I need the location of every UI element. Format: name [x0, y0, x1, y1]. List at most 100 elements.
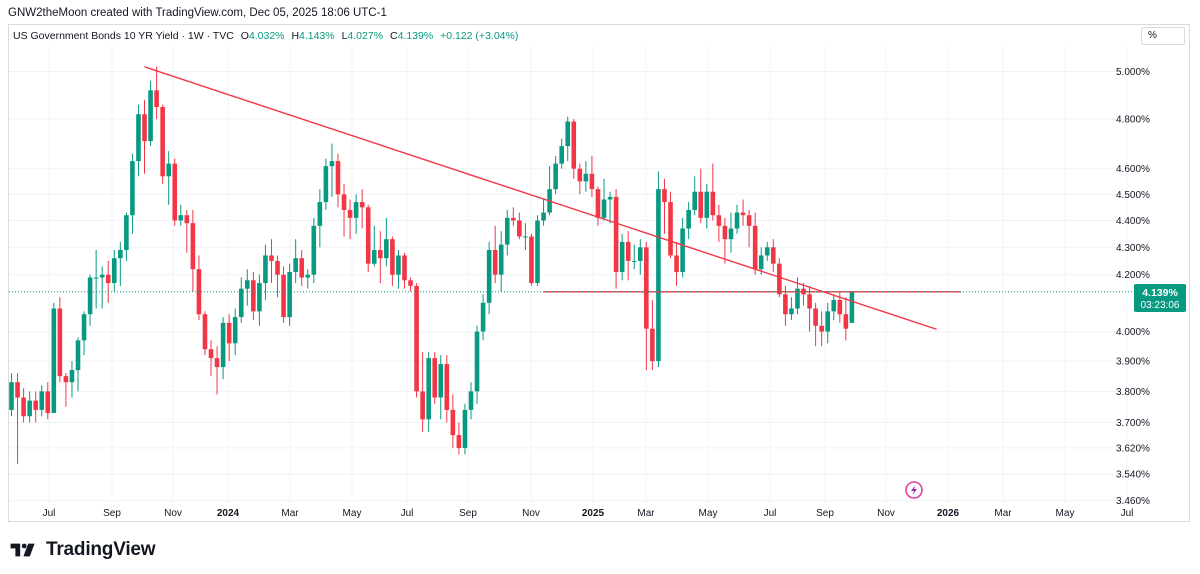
candle: [438, 355, 444, 420]
candle: [831, 294, 837, 320]
candle-body: [504, 217, 510, 245]
candle: [722, 217, 728, 264]
candle-body: [160, 107, 165, 177]
price-tick-label: 3.620%: [1116, 443, 1150, 454]
candle: [232, 308, 238, 356]
candle-body: [619, 241, 625, 272]
high-label: H: [291, 30, 300, 42]
candle: [613, 189, 619, 289]
tradingview-brand[interactable]: TradingView: [10, 539, 156, 561]
candle-body: [275, 260, 280, 275]
candle-body: [710, 191, 716, 216]
candle: [299, 250, 305, 286]
candle-body: [353, 202, 359, 218]
candle: [511, 207, 516, 226]
candle: [734, 204, 740, 234]
candle: [523, 223, 528, 251]
candle: [365, 204, 371, 272]
candle: [504, 209, 510, 256]
candle: [9, 373, 14, 417]
candle-body: [668, 202, 673, 256]
time-tick-label: Sep: [816, 508, 834, 519]
percent-scale-button[interactable]: %: [1141, 27, 1185, 45]
candle: [408, 277, 413, 292]
candle: [625, 231, 631, 281]
candle: [420, 352, 425, 432]
candle: [728, 212, 734, 253]
candle: [492, 225, 498, 284]
candle: [69, 361, 75, 398]
candle-body: [625, 241, 631, 261]
candle-body: [408, 280, 413, 286]
time-tick-label: Nov: [164, 508, 182, 519]
candle: [378, 231, 383, 284]
candle: [263, 244, 268, 300]
candle-body: [704, 191, 710, 218]
candle-body: [480, 302, 486, 332]
symbol-legend[interactable]: US Government Bonds 10 YR Yield · 1W · T…: [13, 30, 518, 42]
candle-body: [305, 274, 311, 278]
candle-body: [529, 236, 534, 284]
candle-body: [656, 189, 661, 362]
candle: [462, 403, 468, 455]
candle: [238, 277, 244, 323]
high-value: 4.143%: [299, 30, 335, 42]
candle: [244, 269, 250, 306]
candle-body: [843, 314, 849, 329]
candle-body: [577, 168, 583, 182]
drawings[interactable]: [9, 66, 1132, 330]
candle: [680, 217, 685, 278]
candle-body: [644, 247, 649, 329]
candle-body: [365, 207, 371, 264]
candle: [160, 104, 165, 184]
candle-body: [323, 166, 329, 203]
price-tick-label: 4.600%: [1116, 164, 1150, 175]
candle: [535, 215, 540, 286]
candle: [698, 168, 704, 224]
candle: [51, 302, 57, 414]
candle-body: [63, 376, 69, 383]
time-axis[interactable]: Jul Sep Nov 2024 Mar May Jul Sep Nov 2025 Mar May Ju…: [43, 508, 1134, 519]
candle-body: [154, 90, 159, 108]
candle: [704, 183, 710, 229]
time-tick-label: May: [699, 508, 718, 519]
candle-body: [571, 121, 577, 169]
candle-body: [226, 322, 232, 344]
candle-body: [511, 217, 516, 221]
candle: [257, 274, 262, 326]
candle: [251, 271, 256, 320]
candle-body: [595, 189, 601, 218]
candle-body: [359, 202, 365, 208]
candle-body: [33, 400, 38, 410]
candle: [456, 422, 462, 455]
candle-body: [746, 215, 752, 226]
candle: [758, 247, 764, 275]
candle-body: [601, 199, 607, 218]
candle: [559, 138, 564, 169]
time-tick-label: Nov: [877, 508, 895, 519]
price-tag-countdown: 03:23:06: [1141, 300, 1180, 311]
candle: [396, 250, 401, 289]
candle: [353, 194, 359, 234]
price-axis[interactable]: 5.000% 4.800% 4.600% 4.500% 4.400% 4.300% 4.20…: [1116, 67, 1150, 507]
time-tick-label: Sep: [103, 508, 121, 519]
candle-body: [613, 196, 619, 272]
price-tick-label: 4.400%: [1116, 216, 1150, 227]
candle-body: [631, 260, 637, 262]
open-value: 4.032%: [248, 30, 285, 42]
candle: [801, 283, 806, 306]
flash-event-icon[interactable]: [905, 481, 923, 499]
candle-body: [783, 294, 788, 315]
candle-body: [384, 239, 389, 259]
price-tick-label: 3.540%: [1116, 469, 1150, 480]
candle-body: [420, 391, 425, 420]
candle-body: [662, 189, 667, 203]
candle: [63, 373, 69, 407]
candle: [843, 297, 849, 341]
candle-body: [686, 209, 691, 229]
symbol-title[interactable]: US Government Bonds 10 YR Yield · 1W · T…: [13, 30, 234, 42]
candle: [341, 183, 347, 237]
candle: [287, 263, 292, 326]
candle: [474, 325, 480, 404]
